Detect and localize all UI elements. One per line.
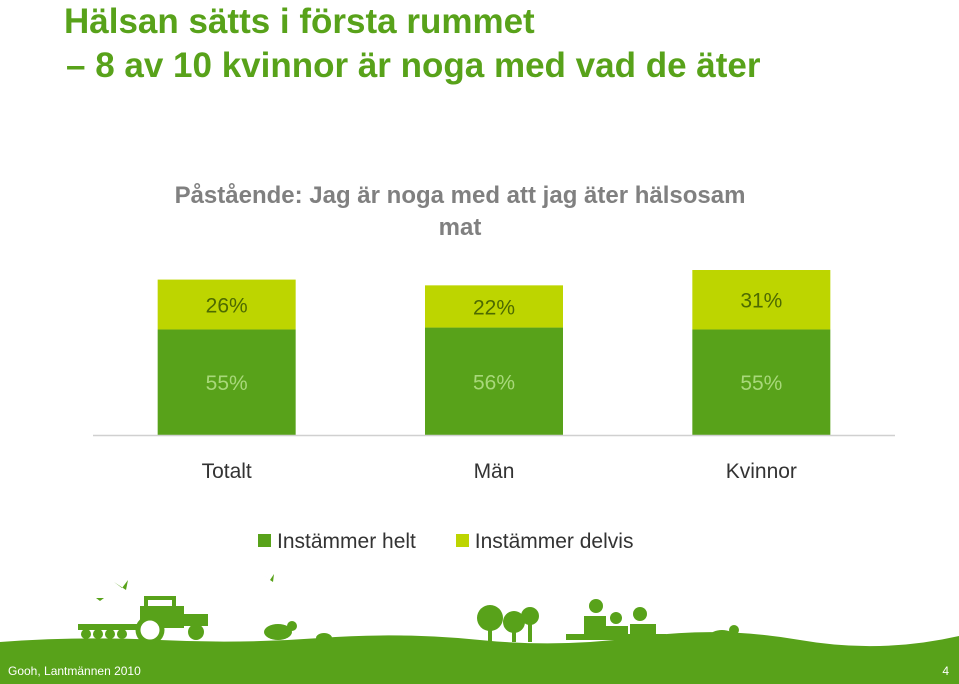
legend-label-delvis: Instämmer delvis — [474, 530, 634, 553]
bar-segment — [692, 329, 831, 435]
slide-title-line-2: – 8 av 10 kvinnor är noga med vad de äte… — [66, 46, 761, 85]
stacked-bar-chart: 55% 26% Totalt 56% 22% Män 55% 31% Kvinnor — [93, 270, 895, 483]
legend-item-delvis: Instämmer delvis — [455, 530, 634, 554]
legend-item-helt: Instämmer helt — [258, 530, 416, 554]
bar-segment — [157, 329, 296, 435]
sheep-icon — [264, 621, 332, 643]
people-picnic-icon — [566, 599, 666, 640]
category-label: Kvinnor — [726, 460, 797, 483]
slide-title: Hälsan sätts i första rummet – 8 av 10 k… — [64, 0, 760, 88]
bar-segment — [425, 327, 563, 435]
trees-icon — [477, 605, 539, 644]
legend-label-helt: Instämmer helt — [277, 530, 416, 553]
countryside-silhouette-illustration — [0, 574, 959, 660]
plough-icon — [78, 624, 140, 639]
tractor-icon — [135, 596, 208, 645]
data-label: 55% — [206, 372, 248, 395]
legend-swatch-delvis — [455, 534, 469, 547]
bird-icon-2 — [264, 574, 274, 582]
bird-icon — [114, 580, 128, 590]
data-label: 22% — [473, 296, 515, 319]
slide-title-line-1: Hälsan sätts i första rummet — [64, 2, 535, 41]
data-label: 31% — [740, 290, 782, 313]
data-label: 56% — [473, 371, 515, 394]
data-label: 55% — [740, 372, 782, 395]
dog-icon — [710, 625, 739, 646]
bar-segment — [425, 285, 563, 328]
category-label: Män — [474, 460, 515, 483]
footer-source: Gooh, Lantmännen 2010 — [8, 664, 141, 678]
bar-segment — [692, 270, 831, 330]
chart-legend: Instämmer helt Instämmer delvis — [258, 530, 667, 554]
legend-swatch-helt — [258, 534, 271, 547]
data-label: 26% — [206, 295, 248, 318]
category-label: Totalt — [202, 460, 252, 483]
bird-icon-3 — [96, 598, 104, 601]
chart-title: Påstående: Jag är noga med att jag äter … — [174, 182, 746, 241]
slide-footer: Gooh, Lantmännen 2010 4 — [0, 659, 959, 684]
page-number: 4 — [942, 664, 949, 678]
bar-segment — [157, 279, 296, 330]
